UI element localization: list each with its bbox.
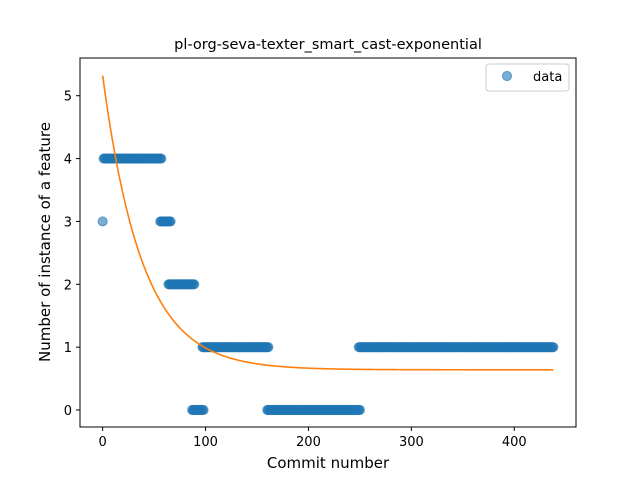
- y-tick-label-4: 4: [64, 153, 72, 168]
- x-axis-label: Commit number: [267, 454, 390, 472]
- legend-marker-data: [501, 70, 513, 82]
- data-point-452: [548, 342, 559, 353]
- data-point-68: [165, 216, 176, 227]
- data-point-262: [354, 404, 366, 416]
- data-point-0: [97, 216, 108, 227]
- y-tick-label-0: 0: [64, 404, 72, 419]
- x-tick-label-0: 0: [98, 435, 106, 450]
- legend-label-data: data: [533, 70, 562, 85]
- x-tick-label-200: 200: [296, 435, 321, 450]
- y-tick-label-5: 5: [64, 90, 72, 105]
- chart-title: pl-org-seva-texter_smart_cast-exponentia…: [174, 37, 482, 53]
- y-tick-label-2: 2: [64, 278, 72, 293]
- fit-line: [101, 75, 554, 371]
- data-point-171: [263, 342, 274, 353]
- y-tick-label-1: 1: [64, 341, 72, 356]
- axis-ticks: 0 100 200 300 400 0 1 2 3 4 5: [64, 90, 527, 450]
- data-point-106: [198, 404, 209, 416]
- x-tick-label-100: 100: [193, 435, 218, 450]
- y-axis-label: Number of instance of a feature: [36, 122, 54, 362]
- data-point-57: [156, 153, 167, 164]
- axes-frame: [79, 57, 577, 428]
- x-tick-label-400: 400: [502, 435, 527, 450]
- plot-area: [97, 75, 559, 416]
- y-tick-label-3: 3: [64, 215, 72, 230]
- data-point-94: [189, 279, 200, 290]
- legend-box: [485, 63, 570, 92]
- x-tick-label-300: 300: [399, 435, 424, 450]
- legend: data: [485, 63, 570, 92]
